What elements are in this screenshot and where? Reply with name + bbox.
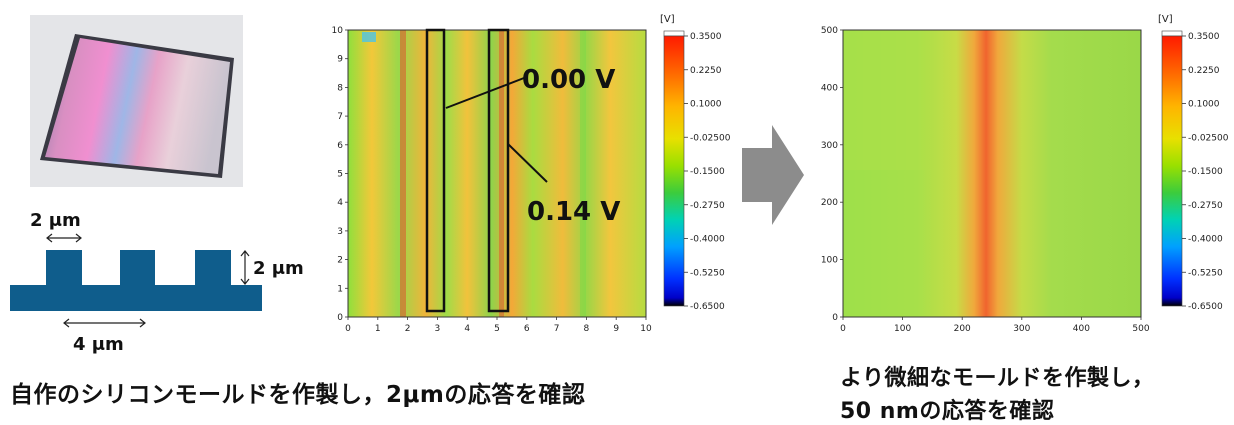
map2-y-tick-label: 100 (821, 256, 838, 266)
colorbar-2-unit: [V] (1158, 14, 1173, 25)
map2-y-tick-label: 400 (821, 83, 838, 93)
map2-y-tick-label: 500 (821, 26, 838, 36)
colorbar-2-tick-label: -0.6500 (1188, 302, 1223, 312)
colorbar-2-tick-label: -0.5250 (1188, 268, 1223, 278)
mold-profile (10, 250, 262, 311)
potential-map-1: 0.00 V 0.14 V 0 1 2 3 4 5 6 7 8 9 10 0 1 2 3 4 5 6 7 8 9 10 (332, 26, 652, 334)
map1-x-tick-label: 3 (435, 324, 441, 334)
mold-pitch-label: 4 μm (73, 334, 124, 355)
map2-y-tick-label: 200 (821, 198, 838, 208)
height-dimension-arrow (240, 250, 250, 285)
map1-y-tick-label: 5 (337, 170, 343, 180)
map1-y-tick-label: 3 (337, 227, 343, 237)
colorbar-1-tick-label: -0.02500 (690, 133, 731, 143)
map1-y-tick-label: 1 (337, 284, 343, 294)
colorbar-1-tick-label: -0.5250 (690, 268, 725, 278)
colorbar-1: [V] 0.3500 0.2250 0.1000 -0.02500 -0.1500 -0.… (660, 14, 731, 312)
map1-y-tick-label: 2 (337, 256, 343, 266)
mold-cross-section: 2 μm 2 μm 4 μm (10, 210, 304, 355)
leader-line-a (445, 77, 525, 109)
map1-axes: 0 1 2 3 4 5 6 7 8 9 10 0 1 2 3 4 5 6 7 8 9 10 (332, 26, 652, 334)
colorbar-1-tick-label: -0.6500 (690, 302, 725, 312)
colorbar-1-ticks: 0.3500 0.2250 0.1000 -0.02500 -0.1500 -0.2750… (684, 32, 731, 312)
colorbar-1-tick-label: -0.1500 (690, 167, 725, 177)
map1-x-tick-label: 6 (524, 324, 530, 334)
region-box-b (487, 28, 510, 313)
map1-y-tick-label: 6 (337, 141, 343, 151)
colorbar-2-tick-label: -0.2750 (1188, 201, 1223, 211)
region-box-a (425, 28, 446, 313)
silicon-mold-photo (30, 15, 243, 187)
map1-x-tick-label: 10 (640, 324, 652, 334)
colorbar-2-tick-label: -0.1500 (1188, 167, 1223, 177)
colorbar-2-tick-label: -0.4000 (1188, 235, 1223, 245)
map2-x-tick-label: 100 (894, 324, 911, 334)
colorbar-2-tick-label: 0.1000 (1188, 100, 1220, 110)
mold-height-label: 2 μm (253, 258, 304, 279)
map1-x-tick-label: 8 (584, 324, 590, 334)
map1-y-tick-label: 9 (337, 55, 343, 65)
map1-y-tick-label: 4 (337, 198, 343, 208)
map1-y-tick-label: 10 (332, 26, 344, 36)
colorbar-2-gradient (1161, 35, 1183, 307)
map2-x-tick-label: 200 (954, 324, 971, 334)
map1-surface (348, 30, 646, 317)
map2-x-tick-label: 400 (1073, 324, 1090, 334)
width-dimension-arrow (46, 233, 82, 243)
colorbar-1-tick-label: 0.1000 (690, 100, 722, 110)
pitch-dimension-arrow (63, 318, 146, 328)
map1-x-tick-label: 7 (554, 324, 560, 334)
map1-x-tick-label: 0 (345, 324, 351, 334)
colorbar-2-tick-label: -0.02500 (1188, 133, 1229, 143)
map1-x-tick-label: 9 (613, 324, 619, 334)
map1-x-tick-label: 2 (405, 324, 411, 334)
map1-x-tick-label: 4 (464, 324, 470, 334)
caption-left: 自作のシリコンモールドを作製し，2μmの応答を確認 (10, 382, 586, 408)
map2-axes: 0 100 200 300 400 500 0 100 200 300 400 500 (821, 26, 1150, 334)
colorbar-2-tick-label: 0.2250 (1188, 66, 1220, 76)
map1-y-tick-label: 8 (337, 83, 343, 93)
map2-x-tick-label: 300 (1013, 324, 1030, 334)
map2-x-tick-label: 500 (1132, 324, 1149, 334)
colorbar-2-tick-label: 0.3500 (1188, 32, 1220, 42)
colorbar-1-tick-label: 0.2250 (690, 66, 722, 76)
map2-y-tick-label: 0 (832, 313, 838, 323)
potential-map-2: 0 100 200 300 400 500 0 100 200 300 400 500 (821, 26, 1150, 334)
caption-right-line1: より微細なモールドを作製し， (840, 366, 1155, 391)
colorbar-1-tick-label: -0.4000 (690, 235, 725, 245)
map1-x-tick-label: 1 (375, 324, 381, 334)
map1-y-tick-label: 0 (337, 313, 343, 323)
transition-arrow (742, 125, 804, 225)
colorbar-1-unit: [V] (660, 14, 675, 25)
map2-surface (843, 30, 1141, 317)
map2-y-tick-label: 300 (821, 141, 838, 151)
colorbar-1-tick-label: 0.3500 (690, 32, 722, 42)
annotation-a: 0.00 V (522, 65, 615, 95)
colorbar-2: [V] 0.3500 0.2250 0.1000 -0.02500 -0.1500 -0.… (1158, 14, 1229, 312)
colorbar-1-gradient (663, 35, 685, 307)
caption-right-line2: 50 nmの応答を確認 (840, 399, 1055, 424)
map2-x-tick-label: 0 (840, 324, 846, 334)
leader-line-b (507, 143, 548, 183)
mold-width-label: 2 μm (30, 210, 81, 231)
map1-y-tick-label: 7 (337, 112, 343, 122)
map1-x-tick-label: 5 (494, 324, 500, 334)
colorbar-2-ticks: 0.3500 0.2250 0.1000 -0.02500 -0.1500 -0.2750… (1182, 32, 1229, 312)
annotation-b: 0.14 V (527, 197, 620, 227)
colorbar-1-tick-label: -0.2750 (690, 201, 725, 211)
